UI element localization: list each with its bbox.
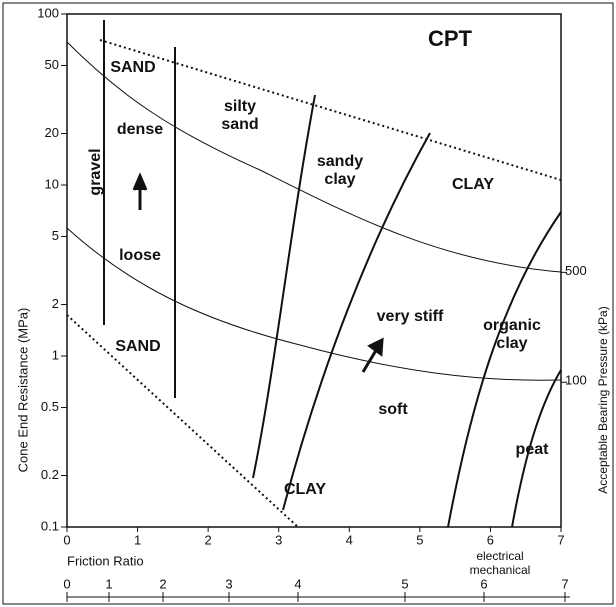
boundaries — [66, 20, 562, 528]
boundary — [252, 94, 316, 479]
y-tick-label: 100 — [37, 5, 59, 20]
x2-tick-label: 3 — [225, 576, 232, 591]
region-label: very stiff — [377, 308, 444, 325]
x2-tick-label: 7 — [561, 576, 568, 591]
x-tick-label: 2 — [205, 532, 212, 547]
region-label: CLAY — [452, 176, 494, 193]
y-axis-label: Cone End Resistance (MPa) — [15, 308, 30, 473]
x2-tick-label: 6 — [480, 576, 487, 591]
y-tick-label: 50 — [45, 57, 59, 72]
region-label: CLAY — [284, 481, 326, 498]
region-label: soft — [378, 401, 408, 418]
y2-tick-label: 100 — [565, 373, 587, 388]
x-scale-label: electrical — [476, 549, 523, 563]
bearing-line — [66, 227, 562, 381]
boundary — [282, 132, 431, 511]
region-label: sandy — [317, 153, 363, 170]
y2-tick-label: 500 — [565, 263, 587, 278]
x2-tick-label: 5 — [401, 576, 408, 591]
region-label: peat — [516, 441, 550, 458]
x-tick-label: 7 — [557, 532, 564, 547]
y-tick-label: 1 — [52, 347, 59, 362]
boundary — [66, 314, 299, 528]
y-tick-label: 0.5 — [41, 399, 59, 414]
x-tick-label: 5 — [416, 532, 423, 547]
region-label: dense — [117, 121, 163, 138]
x-axis-label: Friction Ratio — [67, 553, 144, 568]
boundary — [99, 39, 562, 181]
y-tick-label: 5 — [52, 228, 59, 243]
y-tick-label: 10 — [45, 176, 59, 191]
y-tick-label: 0.2 — [41, 467, 59, 482]
arrow — [132, 172, 148, 210]
region-label: clay — [324, 171, 355, 188]
y2-axis-label: Acceptable Bearing Pressure (kPa) — [596, 306, 610, 493]
x-scale-label: mechanical — [470, 563, 531, 577]
x2-tick-label: 1 — [105, 576, 112, 591]
region-label: SAND — [115, 338, 160, 355]
region-label: silty — [224, 98, 256, 115]
boundary — [511, 369, 562, 528]
region-label: sand — [221, 116, 258, 133]
x-tick-label: 6 — [487, 532, 494, 547]
plot-area — [66, 13, 562, 528]
region-label: organic — [483, 317, 541, 334]
region-label: gravel — [87, 148, 104, 195]
region-label: SAND — [110, 59, 155, 76]
bearing-line — [66, 41, 562, 273]
region-label: loose — [119, 247, 161, 264]
boundary — [447, 211, 562, 528]
region-label: clay — [496, 335, 527, 352]
x2-tick-label: 4 — [294, 576, 301, 591]
x-tick-label: 4 — [346, 532, 353, 547]
x-tick-label: 1 — [134, 532, 141, 547]
arrow — [361, 337, 384, 373]
chart-title: CPT — [428, 26, 473, 51]
x-tick-label: 0 — [63, 532, 70, 547]
y-tick-label: 2 — [52, 296, 59, 311]
y-tick-label: 20 — [45, 125, 59, 140]
x2-tick-label: 2 — [159, 576, 166, 591]
x-tick-label: 3 — [275, 532, 282, 547]
x2-tick-label: 0 — [63, 576, 70, 591]
y-tick-label: 0.1 — [41, 518, 59, 533]
